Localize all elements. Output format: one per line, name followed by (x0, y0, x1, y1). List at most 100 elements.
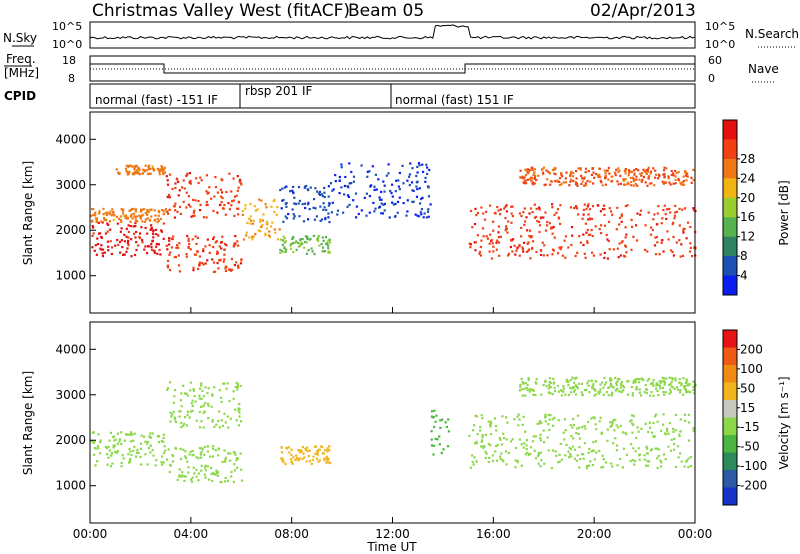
data-cell-10 (662, 182, 665, 185)
data-cell-7 (308, 208, 311, 211)
data-cell-5 (663, 453, 666, 456)
data-cell-4 (205, 200, 208, 204)
data-cell-0 (157, 234, 160, 237)
data-cell-9 (591, 251, 594, 254)
data-cell-0 (157, 435, 161, 438)
data-cell-9 (589, 217, 592, 220)
data-cell-10 (641, 178, 644, 181)
data-cell-0 (150, 226, 153, 229)
data-cell-5 (652, 421, 655, 425)
data-cell-7 (304, 206, 307, 210)
data-cell-9 (503, 207, 506, 210)
data-cell-6 (297, 241, 300, 245)
data-cell-6 (315, 238, 319, 241)
data-cell-2 (124, 167, 127, 170)
data-cell-5 (537, 462, 540, 465)
data-cell-8 (419, 202, 422, 205)
data-cell-5 (631, 422, 634, 425)
data-cell-5 (516, 459, 519, 462)
data-cell-6 (662, 391, 665, 394)
data-cell-3 (187, 239, 190, 242)
data-cell-8 (420, 213, 423, 216)
data-cell-9 (591, 235, 594, 238)
data-cell-8 (348, 162, 351, 165)
data-cell-5 (548, 418, 551, 421)
data-cell-1 (91, 220, 94, 223)
data-cell-2 (207, 402, 210, 405)
data-cell-5 (479, 429, 482, 432)
data-cell-1 (183, 475, 186, 478)
data-cell-9 (483, 218, 487, 221)
data-cell-9 (538, 206, 541, 209)
data-cell-6 (309, 237, 312, 241)
data-cell-5 (505, 450, 508, 453)
data-cell-5 (645, 447, 649, 450)
data-cell-9 (588, 208, 592, 211)
data-cell-8 (421, 163, 424, 166)
data-cell-5 (570, 434, 573, 438)
colorbar-tick-label: 100 (740, 362, 763, 376)
data-cell-1 (168, 470, 171, 474)
data-cell-4 (430, 438, 433, 441)
data-cell-2 (234, 385, 237, 389)
data-cell-1 (234, 453, 237, 456)
data-cell-10 (554, 173, 557, 176)
data-cell-10 (525, 182, 528, 185)
data-cell-1 (139, 217, 143, 220)
data-cell-5 (683, 465, 686, 468)
data-cell-2 (189, 410, 192, 413)
data-cell-9 (661, 239, 664, 242)
data-cell-5 (548, 428, 551, 432)
data-cell-5 (654, 447, 657, 450)
data-cell-9 (584, 256, 587, 259)
data-cell-4 (223, 203, 226, 207)
data-cell-1 (129, 220, 132, 223)
data-cell-10 (601, 184, 604, 187)
data-cell-4 (185, 174, 188, 177)
data-cell-0 (139, 455, 142, 458)
data-cell-10 (547, 170, 550, 173)
colorbar-swatch (723, 158, 737, 179)
data-cell-0 (139, 232, 142, 235)
data-cell-1 (200, 469, 203, 472)
data-cell-0 (127, 224, 130, 227)
data-cell-6 (692, 380, 695, 383)
data-cell-10 (596, 174, 600, 177)
data-cell-8 (415, 185, 418, 188)
data-cell-3 (212, 245, 215, 249)
data-cell-5 (487, 442, 490, 445)
data-cell-10 (617, 170, 620, 173)
data-cell-3 (285, 446, 288, 450)
data-cell-0 (116, 222, 119, 225)
data-cell-5 (673, 443, 676, 446)
data-cell-5 (554, 450, 557, 453)
data-cell-9 (578, 235, 581, 238)
data-cell-1 (229, 459, 232, 462)
y-tick-label: 1000 (55, 479, 86, 493)
data-cell-9 (631, 225, 634, 228)
data-cell-1 (224, 476, 227, 479)
data-cell-9 (492, 245, 495, 248)
data-cell-0 (141, 241, 144, 244)
data-cell-5 (656, 447, 659, 450)
noise-tick-bottom-right: 10^0 (705, 38, 735, 51)
data-cell-1 (108, 220, 111, 223)
data-cell-9 (541, 241, 544, 244)
data-cell-1 (184, 450, 187, 453)
data-cell-5 (598, 420, 601, 423)
data-cell-5 (656, 457, 659, 460)
data-cell-4 (230, 190, 233, 193)
data-cell-2 (200, 397, 203, 400)
data-cell-1 (184, 475, 187, 478)
data-cell-3 (326, 448, 329, 452)
data-cell-9 (599, 210, 602, 213)
data-cell-5 (575, 431, 578, 435)
colorbar-swatch (723, 197, 737, 218)
data-cell-6 (305, 241, 308, 244)
data-cell-3 (173, 256, 176, 259)
data-cell-9 (603, 208, 606, 211)
data-cell-6 (544, 380, 547, 383)
data-cell-9 (682, 229, 685, 232)
data-cell-9 (671, 250, 674, 254)
data-cell-6 (656, 389, 659, 393)
